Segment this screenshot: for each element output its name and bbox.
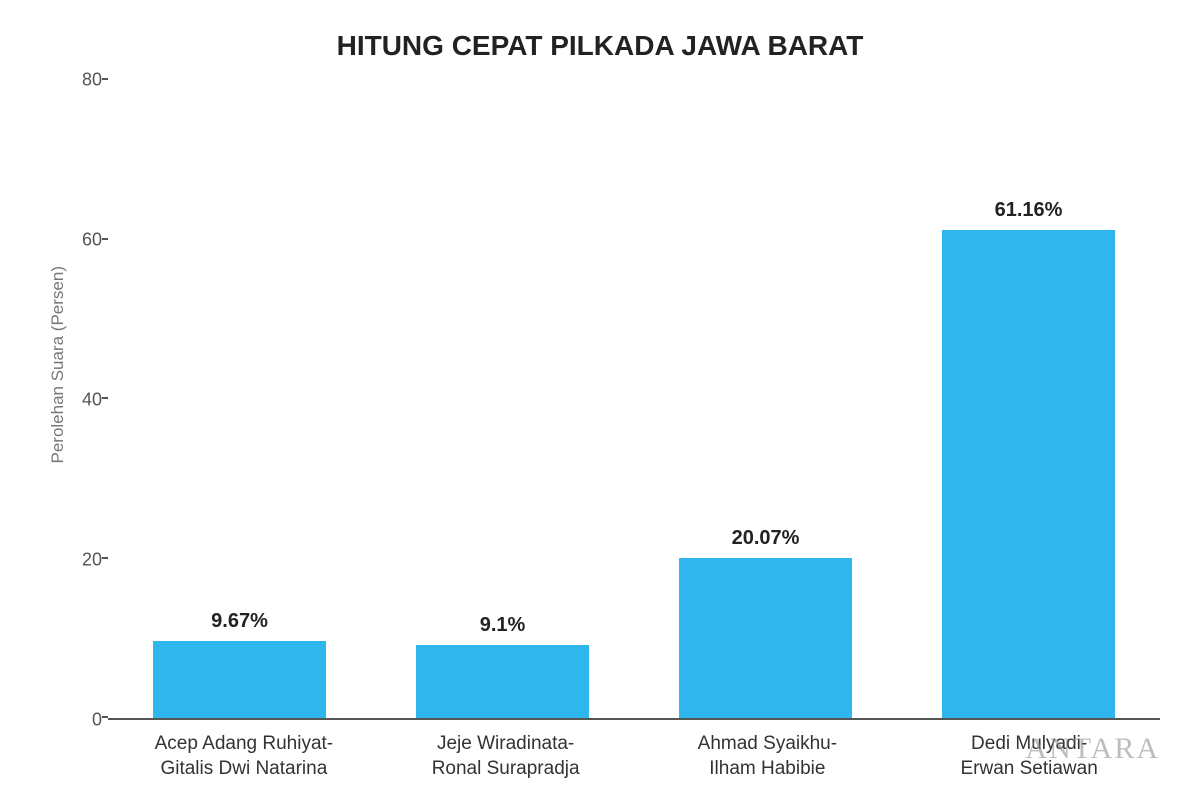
bar-value-label: 9.67% — [211, 610, 268, 633]
y-tick-label: 40 — [62, 390, 102, 411]
y-axis-ticks: 020406080 — [68, 80, 108, 720]
x-tick-label: Ahmad Syaikhu-Ilham Habibie — [637, 720, 899, 781]
x-axis-labels: Acep Adang Ruhiyat-Gitalis Dwi NatarinaJ… — [40, 720, 1160, 781]
bar-slot: 9.67% — [108, 80, 371, 718]
bar-value-label: 61.16% — [995, 199, 1063, 222]
bar — [942, 230, 1116, 718]
chart-title: HITUNG CEPAT PILKADA JAWA BARAT — [40, 30, 1160, 62]
y-tick-label: 0 — [62, 710, 102, 731]
y-tick-mark — [102, 397, 108, 399]
plot: 9.67% 9.1% 20.07% 61.16% — [108, 80, 1160, 720]
x-tick-label: Dedi Mulyadi-Erwan Setiawan — [898, 720, 1160, 781]
y-tick-mark — [102, 716, 108, 718]
y-tick-mark — [102, 557, 108, 559]
bar — [679, 558, 853, 718]
bar-slot: 20.07% — [634, 80, 897, 718]
y-tick-mark — [102, 78, 108, 80]
bar — [416, 645, 590, 718]
y-tick-label: 60 — [62, 230, 102, 251]
bar-value-label: 9.1% — [480, 614, 526, 637]
y-axis-label: Perolehan Suara (Persen) — [40, 266, 68, 464]
y-tick-mark — [102, 238, 108, 240]
x-tick-label: Jeje Wiradinata-Ronal Surapradja — [375, 720, 637, 781]
bar-chart: HITUNG CEPAT PILKADA JAWA BARAT Peroleha… — [0, 0, 1200, 800]
plot-area: Perolehan Suara (Persen) 020406080 9.67%… — [40, 80, 1160, 720]
bars-group: 9.67% 9.1% 20.07% 61.16% — [108, 80, 1160, 718]
bar-value-label: 20.07% — [732, 527, 800, 550]
x-tick-label: Acep Adang Ruhiyat-Gitalis Dwi Natarina — [113, 720, 375, 781]
bar — [153, 641, 327, 718]
y-tick-label: 20 — [62, 550, 102, 571]
bar-slot: 9.1% — [371, 80, 634, 718]
bar-slot: 61.16% — [897, 80, 1160, 718]
y-tick-label: 80 — [62, 70, 102, 91]
x-labels-inner: Acep Adang Ruhiyat-Gitalis Dwi NatarinaJ… — [113, 720, 1160, 781]
